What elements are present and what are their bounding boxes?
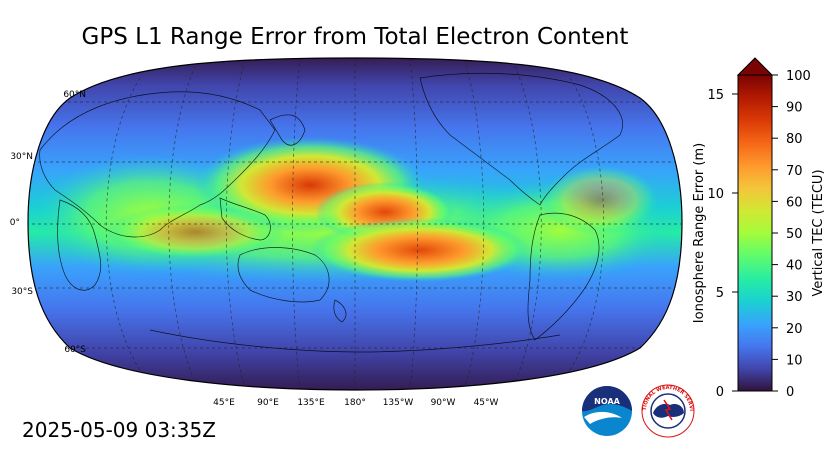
left-axis: [732, 93, 738, 392]
tec-map: [28, 58, 682, 390]
map-title: GPS L1 Range Error from Total Electron C…: [81, 24, 629, 50]
right-tick-40: 40: [786, 259, 803, 274]
left-tick-5: 5: [716, 286, 724, 301]
colorbar: 0 5 10 15 0 10 20 30 40 50 60 70 80 90 1…: [692, 57, 826, 400]
right-axis: [772, 74, 778, 392]
lat-label-0: 0°: [10, 218, 20, 228]
left-tick-0: 0: [716, 385, 724, 400]
right-tick-0: 0: [786, 385, 794, 400]
right-tick-50: 50: [786, 227, 803, 242]
right-tick-10: 10: [786, 353, 803, 368]
lat-label-30s: 30°S: [11, 287, 33, 297]
left-tick-15: 15: [707, 88, 724, 103]
left-axis-title: Ionosphere Range Error (m): [692, 143, 707, 323]
lat-label-60n: 60°N: [63, 90, 86, 100]
noaa-logo-text: NOAA: [594, 397, 620, 406]
lon-label-135e: 135°E: [297, 398, 325, 408]
right-tick-100: 100: [786, 69, 811, 84]
graticule: [28, 58, 682, 390]
lon-label-45w: 45°W: [474, 398, 499, 408]
lon-label-45e: 45°E: [213, 398, 235, 408]
right-tick-90: 90: [786, 101, 803, 116]
lon-label-135w: 135°W: [383, 398, 414, 408]
lat-label-30n: 30°N: [10, 152, 33, 162]
lat-label-60s: 60°S: [64, 345, 86, 355]
colorbar-bar: [737, 74, 773, 392]
tec-maximum-south: [310, 218, 530, 282]
right-tick-80: 80: [786, 132, 803, 147]
noaa-logo: NOAA: [582, 386, 632, 436]
timestamp: 2025-05-09 03:35Z: [22, 418, 216, 442]
right-tick-60: 60: [786, 195, 803, 210]
right-axis-title: Vertical TEC (TECU): [811, 169, 826, 296]
coastlines: [39, 72, 623, 353]
globe-outline: [27, 57, 683, 391]
right-tick-20: 20: [786, 322, 803, 337]
right-tick-30: 30: [786, 290, 803, 305]
lon-label-90e: 90°E: [257, 398, 279, 408]
lon-label-180: 180°: [344, 398, 366, 408]
lon-label-90w: 90°W: [431, 398, 456, 408]
colorbar-extend-arrow: [736, 57, 774, 76]
left-tick-10: 10: [707, 187, 724, 202]
right-tick-70: 70: [786, 164, 803, 179]
